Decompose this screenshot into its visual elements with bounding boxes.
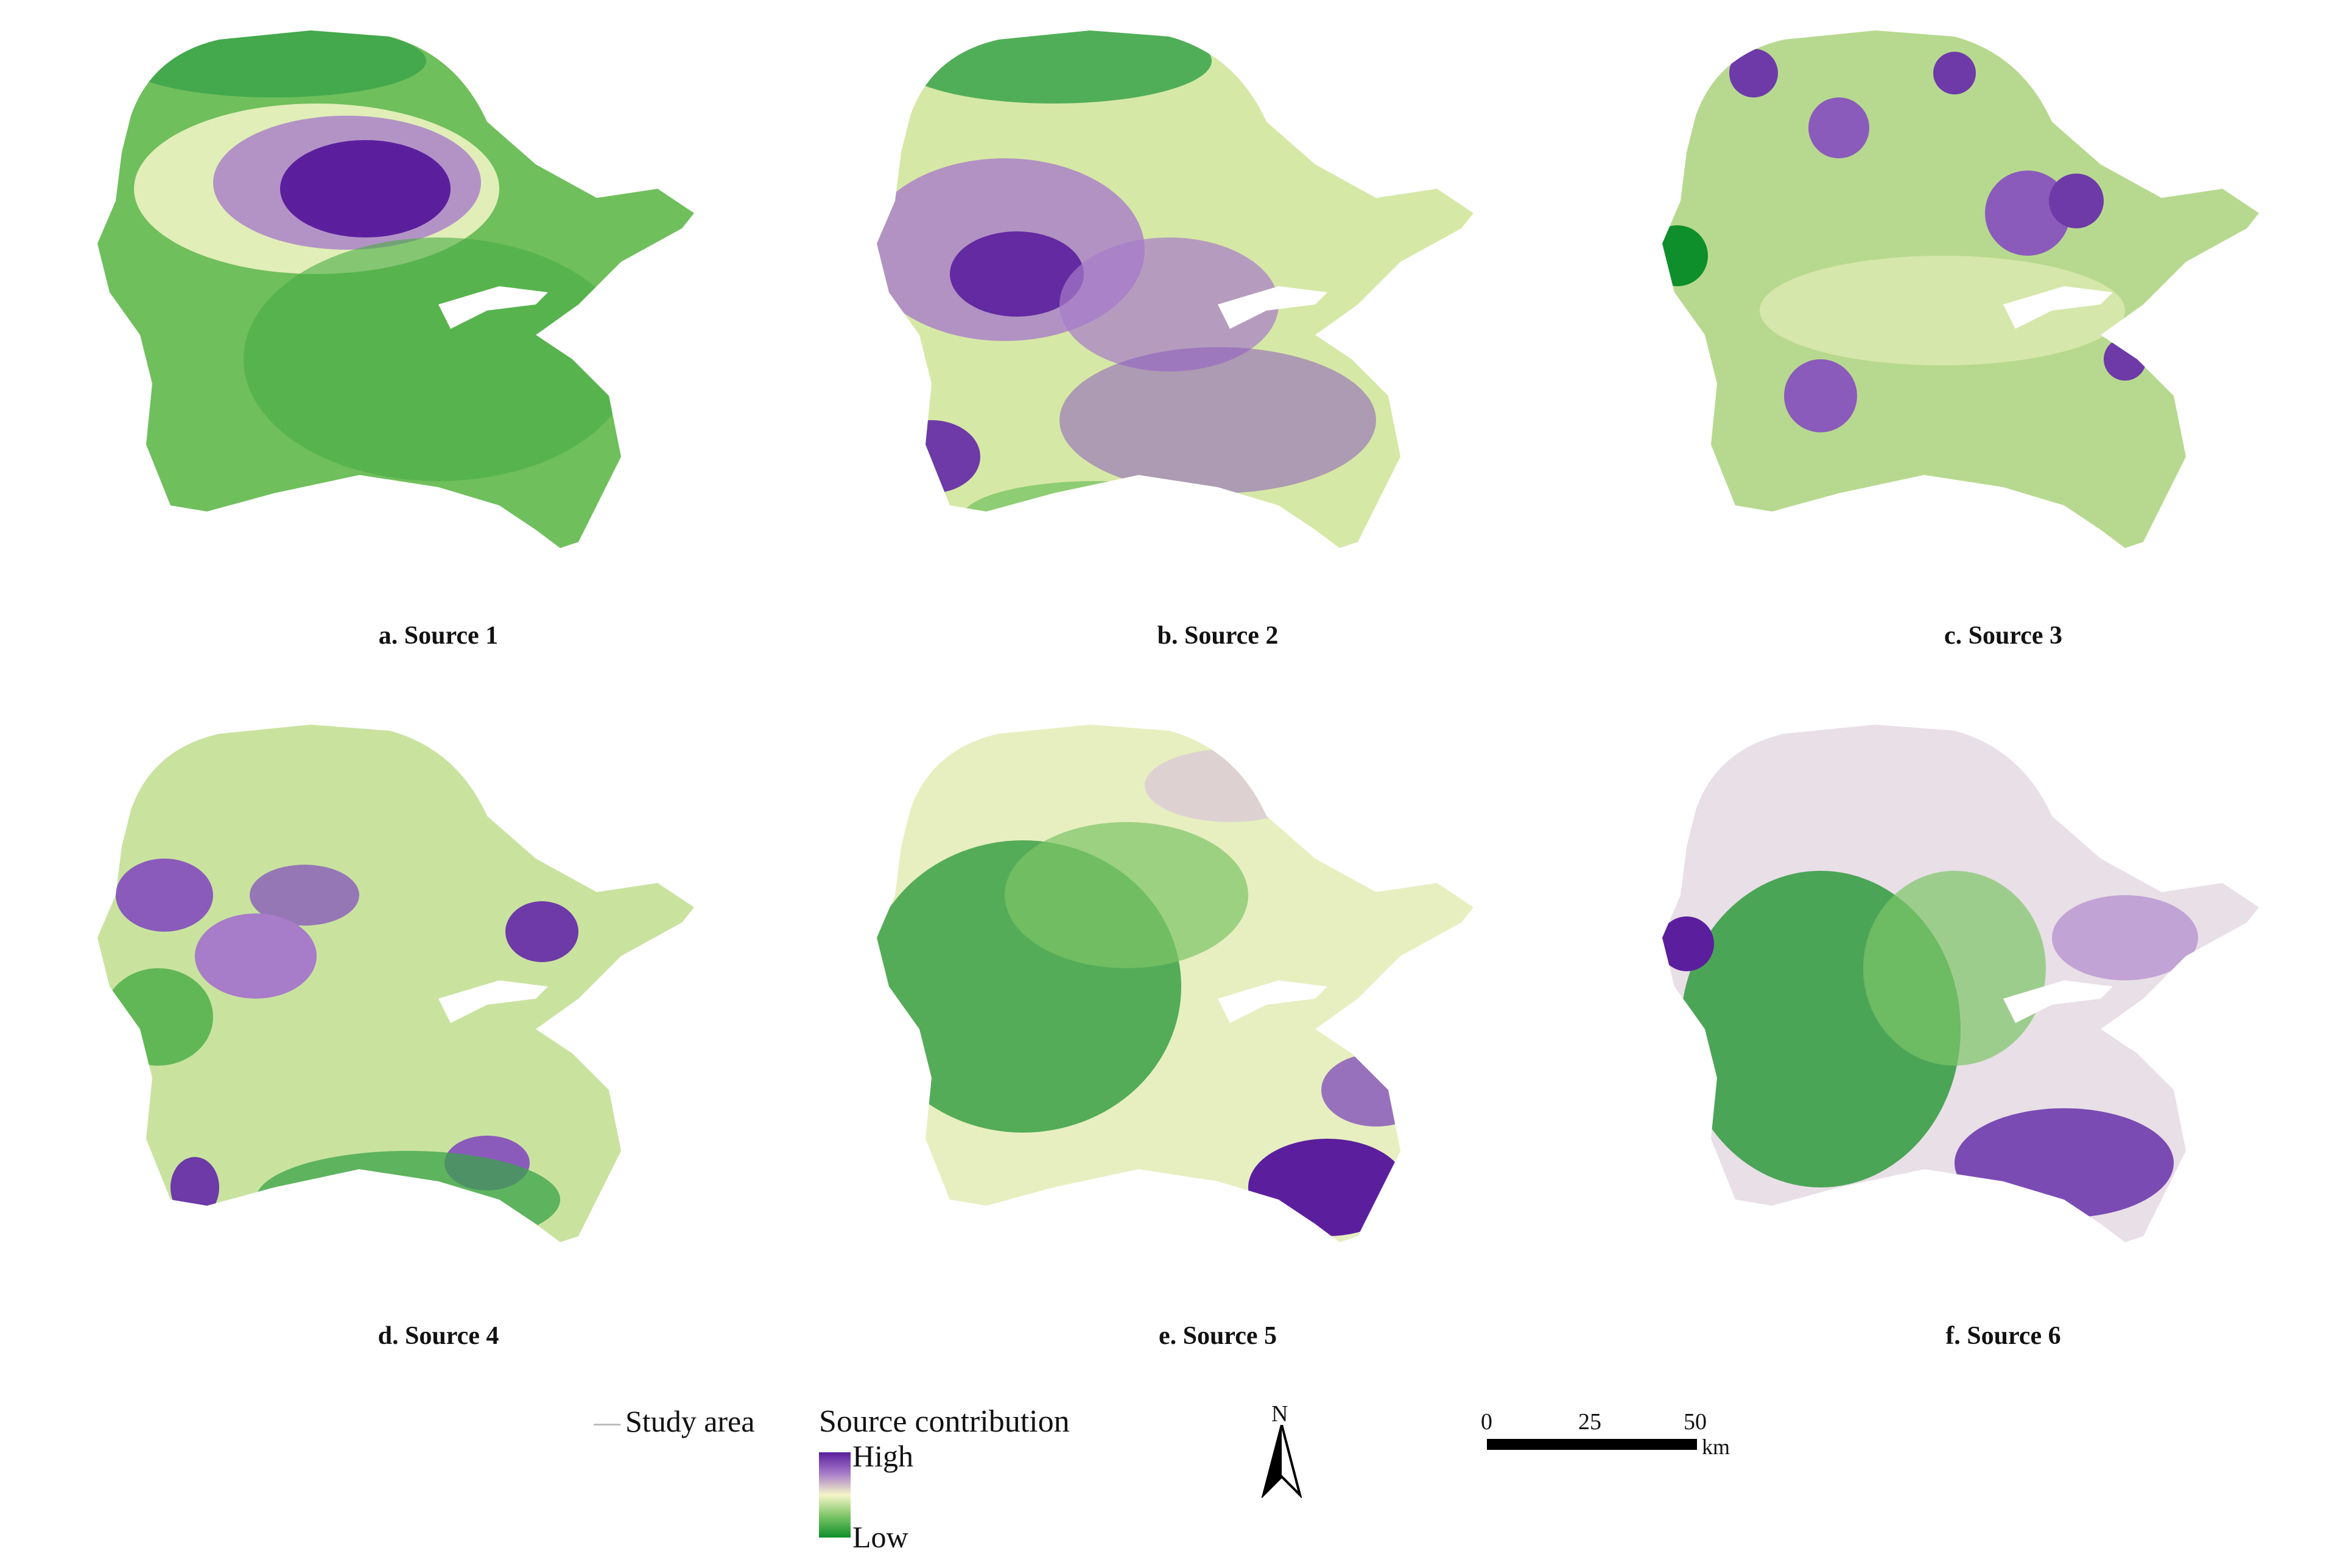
scale-bar: 0 25 50 km (1480, 1404, 1730, 1477)
panel-caption: f. Source 6 (1945, 1322, 2061, 1350)
map-panel-source-3: c. Source 3 (1638, 18, 2343, 650)
map-source-3 (1662, 30, 2259, 548)
legend-source-title: Source contribution (819, 1404, 1070, 1439)
legend-study-area: Study area (594, 1404, 754, 1439)
panel-caption: b. Source 2 (1157, 622, 1279, 650)
panel-caption: a. Source 1 (378, 622, 499, 650)
map-panel-source-6: f. Source 6 (1638, 712, 2343, 1350)
panel-caption: d. Source 4 (378, 1322, 499, 1350)
study-area-line-swatch (594, 1424, 620, 1426)
scale-tick: 50 (1684, 1409, 1707, 1435)
map-panel-source-1: a. Source 1 (73, 18, 804, 650)
map-source-5 (877, 725, 1474, 1242)
scale-tick: 0 (1481, 1409, 1492, 1435)
map-source-1 (97, 30, 694, 548)
north-arrow-icon: N (1260, 1401, 1303, 1498)
scale-unit: km (1702, 1435, 1730, 1459)
north-label: N (1271, 1401, 1288, 1427)
map-panel-source-2: b. Source 2 (852, 18, 1583, 650)
map-panel-source-5: e. Source 5 (852, 712, 1583, 1350)
legend-color-ramp (819, 1452, 851, 1538)
panel-caption: c. Source 3 (1944, 622, 2063, 650)
legend-high-label: High (852, 1439, 913, 1473)
map-source-6 (1662, 725, 2259, 1242)
map-source-2 (877, 30, 1474, 548)
legend-low-label: Low (852, 1520, 908, 1554)
study-area-label: Study area (625, 1404, 755, 1438)
map-panel-source-4: d. Source 4 (73, 712, 804, 1350)
scale-tick: 25 (1578, 1409, 1601, 1435)
scale-bar-line (1487, 1439, 1697, 1450)
map-source-4 (97, 725, 694, 1242)
panel-caption: e. Source 5 (1158, 1322, 1277, 1350)
